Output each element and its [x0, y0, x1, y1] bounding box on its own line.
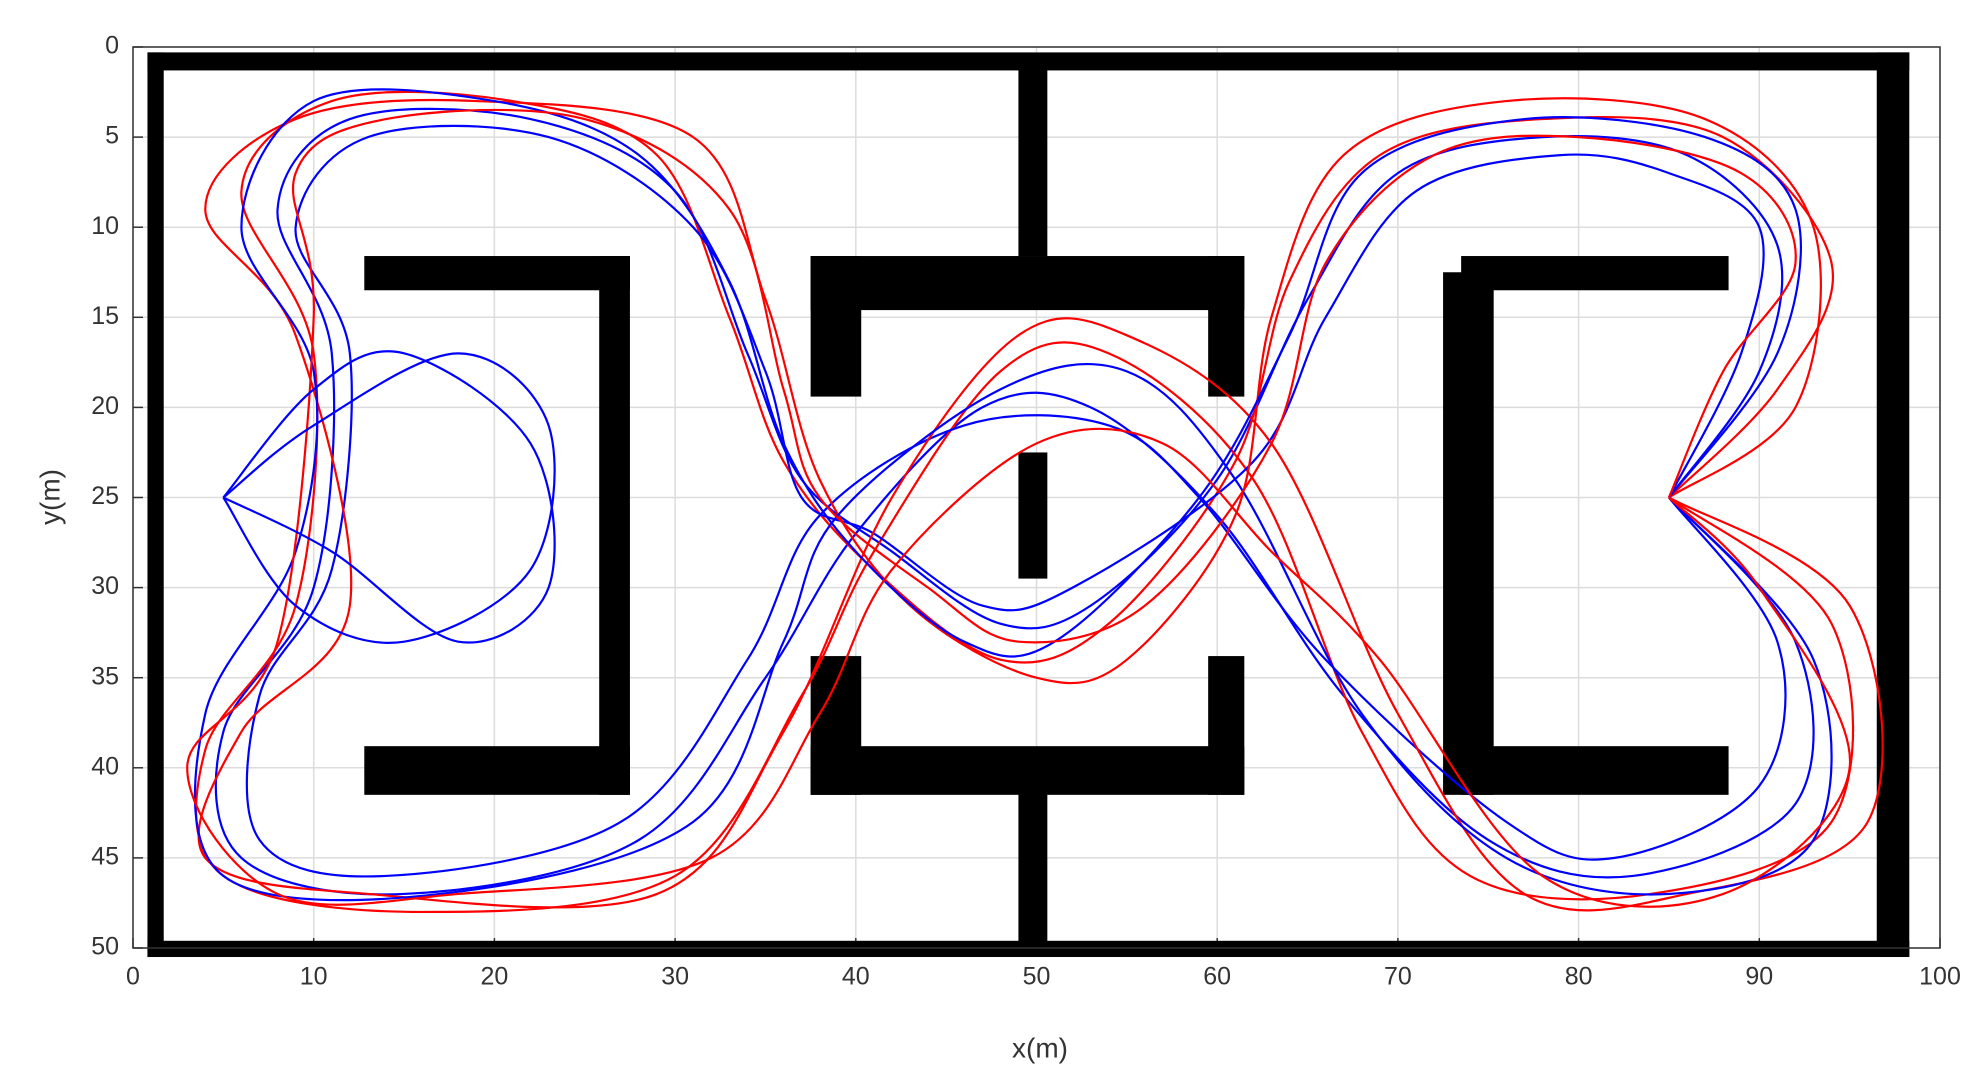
obstacle [1461, 256, 1729, 291]
x-tick-label: 30 [661, 963, 689, 991]
obstacle [1461, 746, 1729, 795]
obstacle [364, 256, 630, 291]
trajectory [245, 124, 1787, 878]
y-tick-label: 45 [91, 843, 119, 871]
obstacle [599, 256, 630, 795]
obstacle [810, 256, 862, 397]
x-axis-label: x(m) [1012, 1032, 1068, 1063]
obstacle [147, 52, 164, 958]
axes-frame [132, 46, 1941, 949]
y-tick-label: 15 [91, 302, 119, 330]
x-tick-label: 50 [1023, 963, 1051, 991]
obstacle [810, 746, 1245, 795]
x-tick-label: 60 [1203, 963, 1231, 991]
y-tick-label: 30 [91, 572, 119, 600]
obstacle [1208, 256, 1245, 397]
trajectory [214, 107, 1815, 896]
obstacle [1018, 776, 1048, 948]
trajectory [197, 97, 1884, 912]
obstacle [147, 940, 1910, 958]
x-tick-label: 20 [480, 963, 508, 991]
x-tick-label: 100 [1919, 963, 1961, 991]
y-tick-label: 35 [91, 662, 119, 690]
x-tick-label: 10 [300, 963, 328, 991]
y-axis-label: y(m) [34, 469, 65, 525]
x-tick-label: 70 [1384, 963, 1412, 991]
obstacle [1018, 452, 1048, 579]
y-tick-label: 50 [91, 933, 119, 961]
obstacle [364, 746, 630, 795]
y-tick-label: 40 [91, 752, 119, 780]
trajectory [186, 108, 1852, 908]
y-tick-label: 5 [105, 122, 119, 150]
trajectory [193, 88, 1833, 902]
obstacle [1018, 56, 1048, 257]
obstacle [810, 256, 1245, 311]
y-tick-label: 10 [91, 212, 119, 240]
obstacle [1208, 656, 1245, 795]
x-tick-label: 80 [1565, 963, 1593, 991]
obstacle [810, 656, 862, 795]
x-tick-label: 40 [842, 963, 870, 991]
y-tick-label: 20 [91, 392, 119, 420]
y-tick-label: 25 [91, 482, 119, 510]
obstacle [1443, 272, 1494, 795]
y-tick-label: 0 [105, 32, 119, 60]
obstacle [1876, 52, 1910, 958]
x-tick-label: 90 [1745, 963, 1773, 991]
x-tick-label: 0 [126, 963, 140, 991]
trajectory [222, 352, 556, 644]
trajectory [222, 350, 556, 644]
